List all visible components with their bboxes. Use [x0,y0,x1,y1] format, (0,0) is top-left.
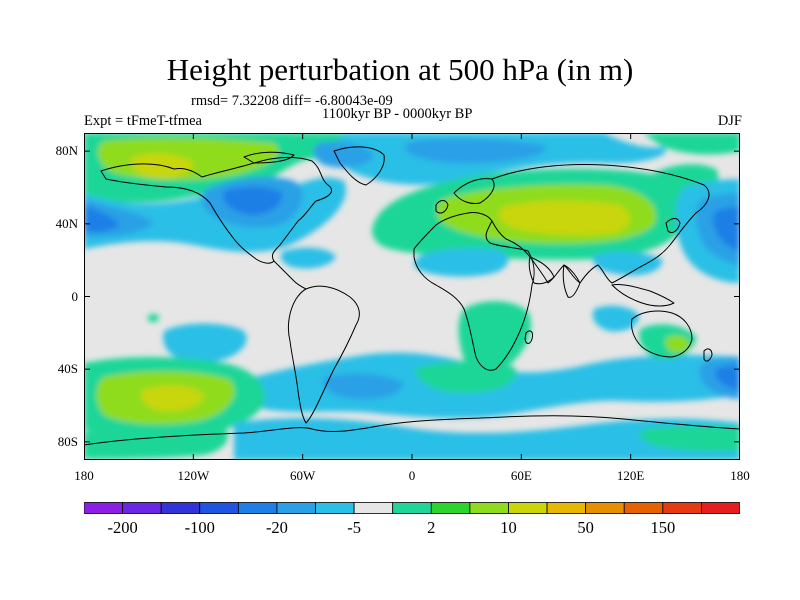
coastlines [84,146,740,446]
lat-tick-label: 80S [57,433,78,449]
coast-australia [631,310,693,358]
lon-tick-label: 60W [290,468,316,483]
field-sh-neg-band2 [323,373,404,400]
colorbar-label: 10 [500,518,517,537]
coast-new-zealand [703,348,713,362]
colorbar-box [430,502,471,514]
coast-canada-islands [243,151,295,164]
colorbar-box [237,502,278,514]
coast-north-america [100,156,332,264]
stats-line: rmsd= 7.32208 diff= -6.80043e-09 [191,93,393,109]
field-aus-neg [592,305,640,332]
field-spac-pos3 [141,385,204,412]
field-eurasia-pos3 [498,200,630,236]
field-nafrica-neg [414,248,509,277]
plot-title: Height perturbation at 500 hPa (in m) [166,52,634,87]
colorbar-box [315,502,355,514]
map-tick-marks [84,133,740,460]
colorbar-box [122,502,162,514]
field-ind-neg [593,251,663,276]
colorbar-label: 50 [577,518,594,537]
colorbar-label: 2 [427,518,436,537]
colorbar-box [546,502,587,514]
colorbar-label: -20 [265,518,288,537]
field-ant-pos [84,427,228,459]
colorbar-box [199,502,239,514]
season-label: DJF [717,113,742,129]
coast-arabia [528,256,555,285]
coast-central-america [273,260,307,290]
lon-tick-label: 0 [408,468,416,483]
coast-japan [665,218,681,234]
field-carib-neg [280,247,336,269]
colorbar-box [276,502,316,514]
field-natl-neg2 [405,138,546,164]
coast-antarctica [84,415,740,446]
colorbar-box [662,502,702,514]
lat-tick-label: 40N [55,215,78,231]
colorbar [84,502,740,514]
lon-tick-label: 180 [730,468,750,483]
colorbar-box [623,502,664,514]
field-nam-neg2 [223,186,283,215]
field-ant-pos-e [639,425,740,452]
period-label: 1100kyr BP - 0000kyr BP [322,106,473,122]
coast-india [562,264,581,298]
coast-south-america [287,285,360,424]
field-sdl-neg2 [716,365,740,391]
field-safrica-pos [458,301,532,375]
world-map [84,133,740,460]
field-ne-corner-pos [644,133,740,155]
field-sind-pos [414,361,517,394]
experiment-label: Expt = tFmeT-tfmea [84,113,202,129]
lat-tick-label: 40S [57,361,78,377]
colorbar-box [160,502,201,514]
coast-madagascar [524,330,533,344]
colorbar-label: -200 [107,518,138,537]
field-spac-neg [163,323,247,363]
colorbar-box [508,502,548,514]
colorbar-label: 150 [650,518,676,537]
lon-tick-label: 120W [177,468,210,483]
coast-europe-africa [413,212,535,371]
field-sp-small-pos [148,313,160,323]
lon-tick-label: 120E [616,468,645,483]
colorbar-label: -100 [184,518,215,537]
lat-tick-label: 0 [71,288,79,304]
coast-asia [491,164,710,284]
field-npac-neg3 [84,205,120,233]
lon-tick-label: 60E [510,468,532,483]
coast-uk [435,200,449,214]
colorbar-box [469,502,509,514]
colorbar-box [392,502,432,514]
field-tasman-pos2 [665,335,690,353]
coast-greenland [333,146,385,186]
contour-fields [84,133,740,460]
colorbar-label: -5 [347,518,361,537]
field-nw-atl-neg [313,141,374,168]
coast-se-asia-islands [611,284,675,307]
colorbar-box [84,502,123,514]
coast-scandinavia [453,178,495,204]
colorbar-box [353,502,394,514]
field-epac-neg3 [713,207,740,251]
lon-tick-label: 180 [74,468,94,483]
colorbar-box [585,502,625,514]
colorbar-box [701,502,740,514]
lat-tick-label: 80N [55,143,78,159]
